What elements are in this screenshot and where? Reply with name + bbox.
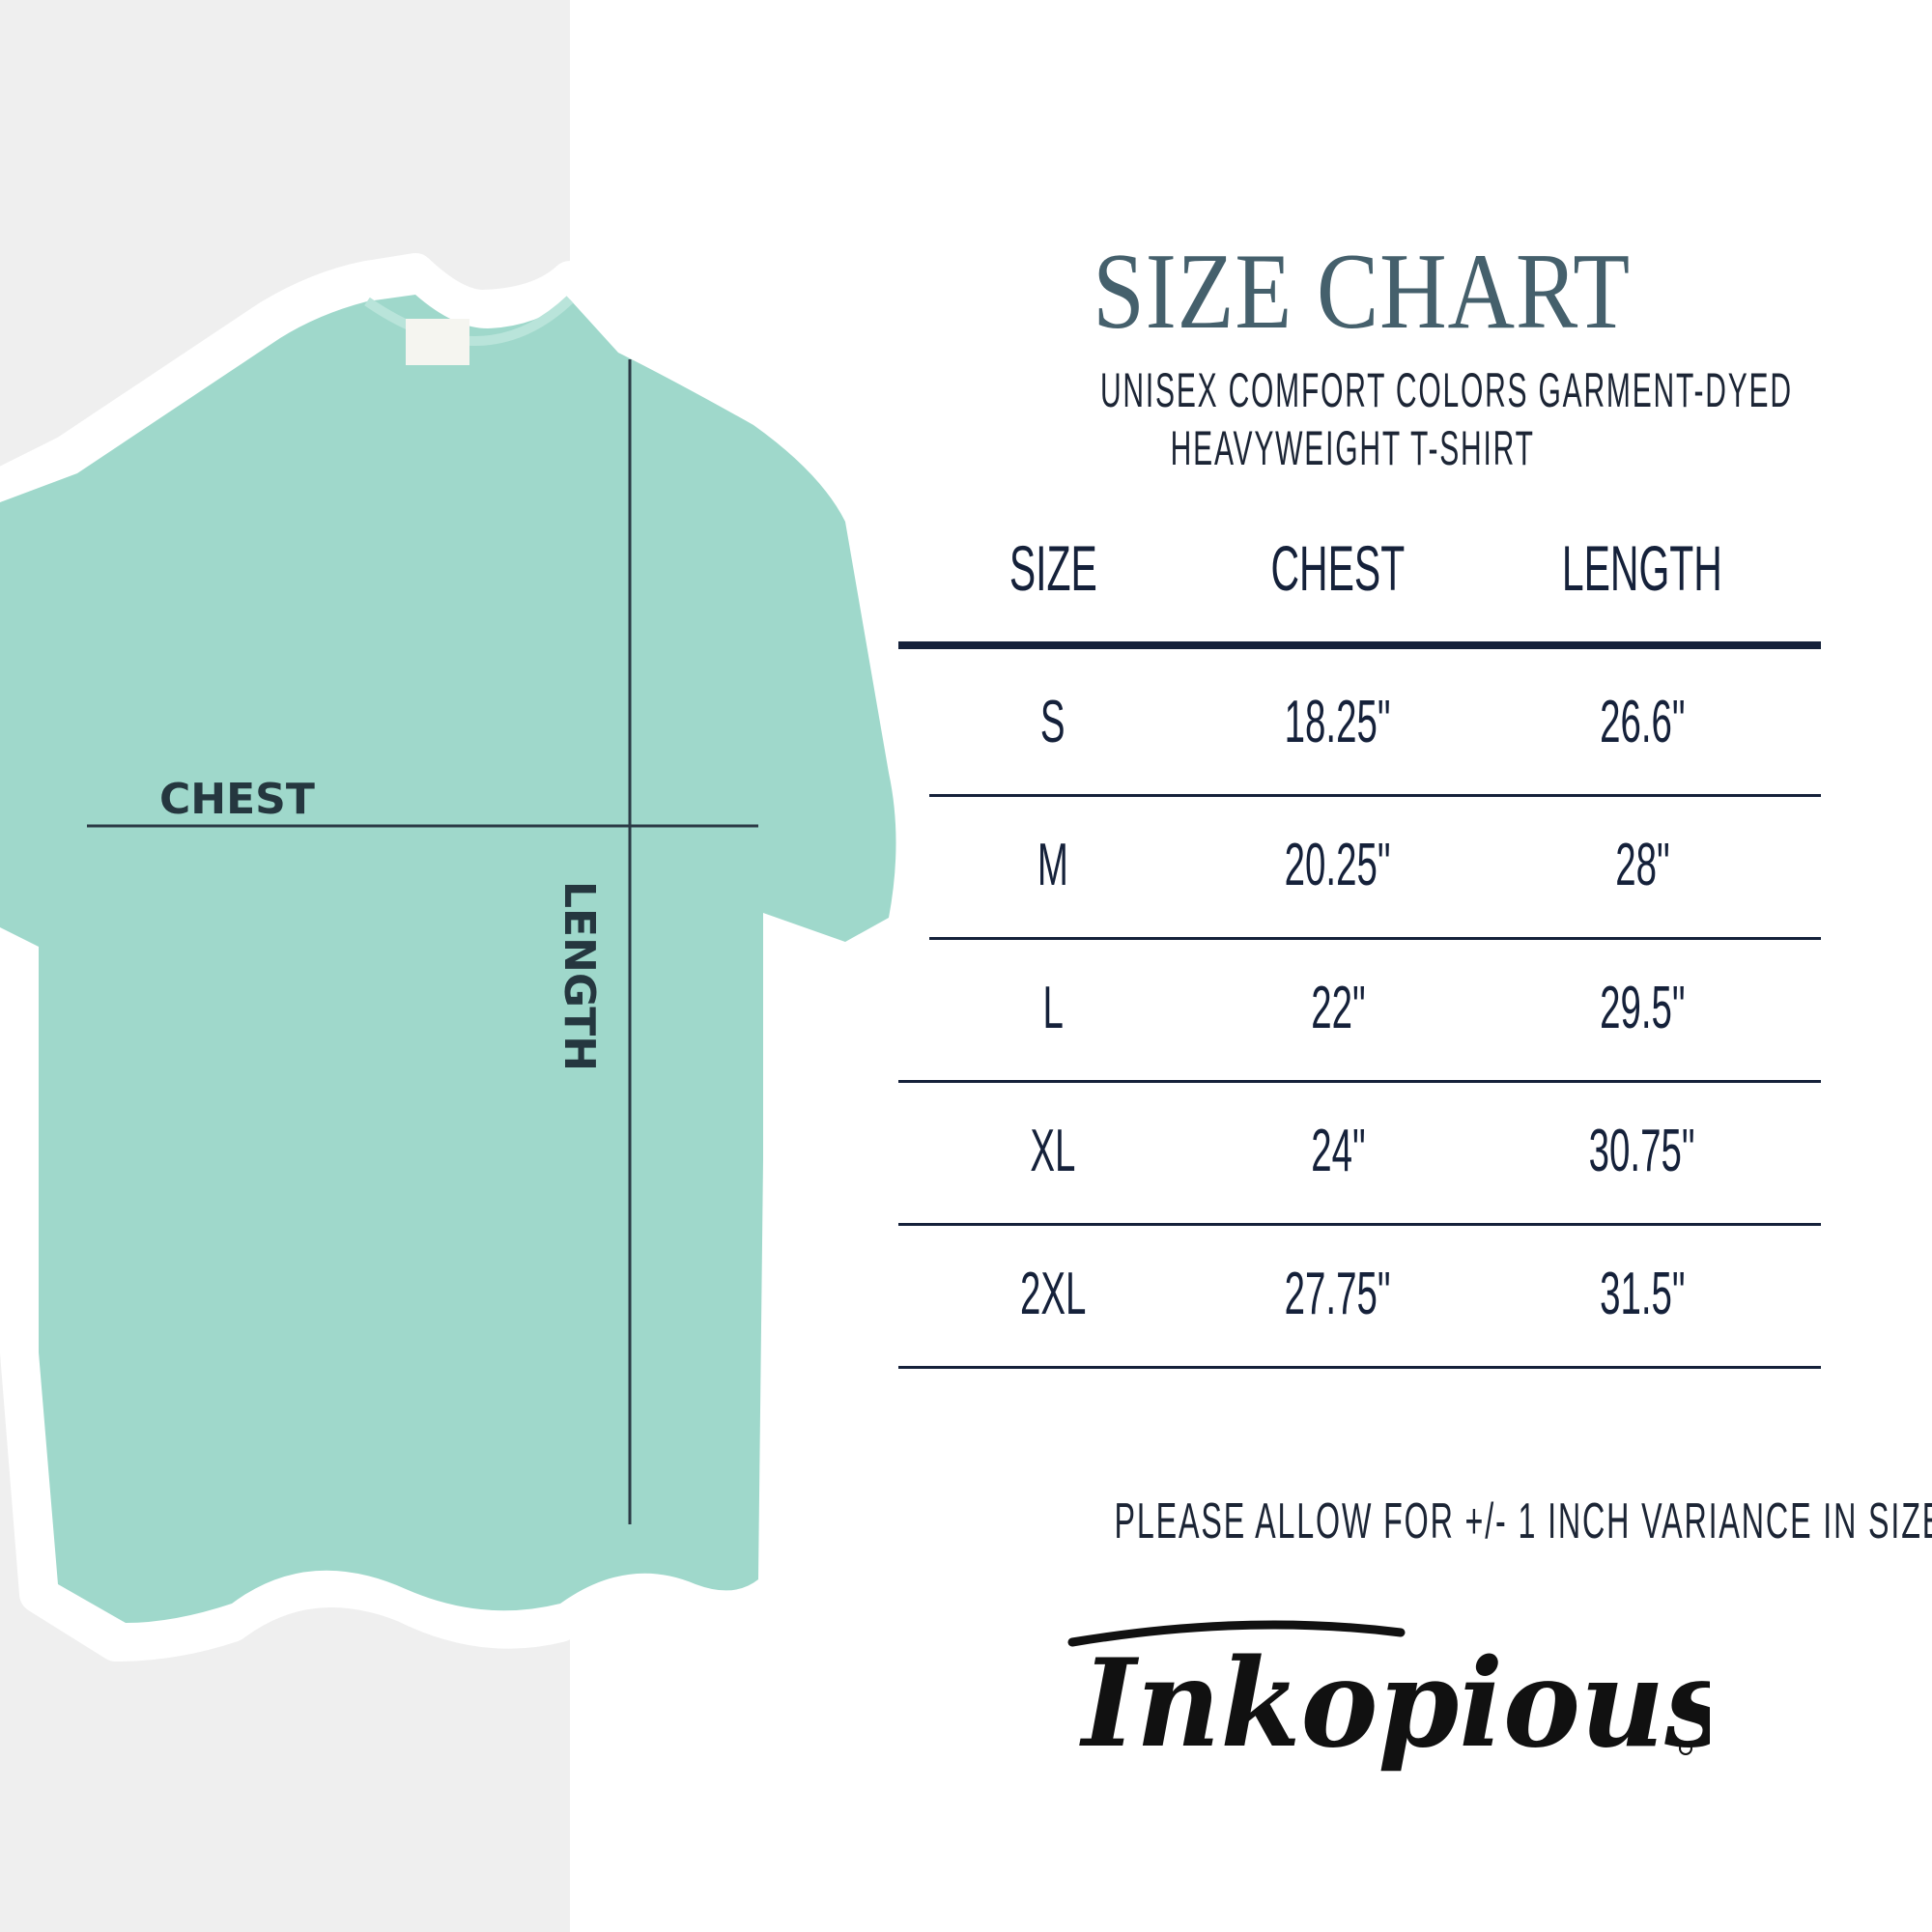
svg-text:Inkopious: Inkopious <box>1079 1632 1710 1775</box>
cell-length: 31.5" <box>1599 1261 1686 1327</box>
cell-size: L <box>1042 975 1064 1041</box>
row-divider <box>898 1223 1821 1226</box>
chest-label: CHEST <box>159 775 315 824</box>
tshirt-diagram: CHEST LENGTH <box>0 253 927 1662</box>
cell-chest: 22" <box>1310 975 1366 1041</box>
subtitle-line-2: HEAVYWEIGHT T-SHIRT <box>1170 421 1535 475</box>
shirt-tag <box>406 319 469 365</box>
column-header-chest: CHEST <box>1270 532 1406 604</box>
column-header-size: SIZE <box>1009 532 1097 604</box>
cell-size: XL <box>1030 1118 1076 1184</box>
header-divider <box>898 641 1821 649</box>
cell-chest: 20.25" <box>1285 832 1391 898</box>
cell-size: S <box>1040 689 1065 755</box>
row-divider <box>929 794 1821 797</box>
cell-chest: 18.25" <box>1285 689 1391 755</box>
shirt-collar <box>364 296 574 346</box>
row-divider <box>929 937 1821 940</box>
cell-length: 26.6" <box>1599 689 1686 755</box>
cell-size: 2XL <box>1019 1261 1087 1327</box>
variance-note: PLEASE ALLOW FOR +/- 1 INCH VARIANCE IN … <box>1114 1493 1932 1549</box>
cell-length: 28" <box>1614 832 1670 898</box>
cell-length: 29.5" <box>1599 975 1686 1041</box>
cell-size: M <box>1037 832 1069 898</box>
row-divider <box>898 1080 1821 1083</box>
cell-chest: 27.75" <box>1285 1261 1391 1327</box>
column-header-length: LENGTH <box>1562 532 1722 604</box>
cell-chest: 24" <box>1310 1118 1366 1184</box>
cell-length: 30.75" <box>1589 1118 1695 1184</box>
row-divider <box>898 1366 1821 1369</box>
length-label: LENGTH <box>554 881 604 1071</box>
inkopious-logo: Inkopious <box>1067 1620 1710 1776</box>
shirt-body <box>0 295 896 1623</box>
subtitle-line-1: UNISEX COMFORT COLORS GARMENT-DYED <box>1099 363 1793 417</box>
chart-title: SIZE CHART <box>1093 232 1632 352</box>
